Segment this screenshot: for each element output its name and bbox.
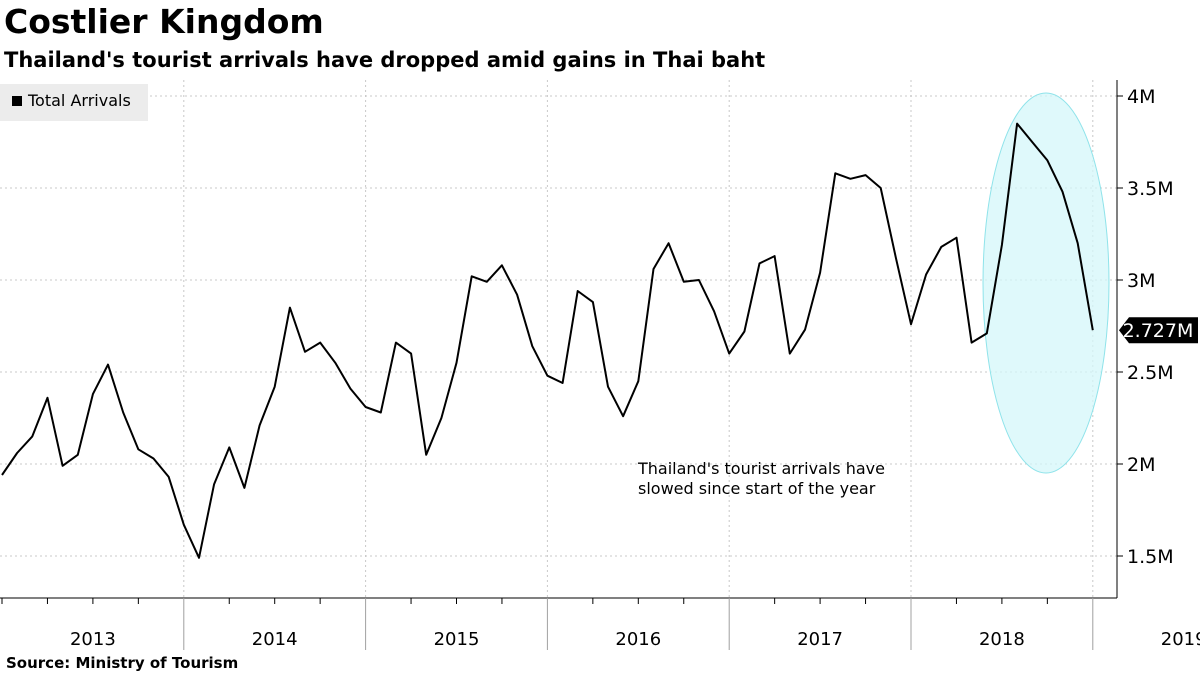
y-tick-label: 1.5M bbox=[1127, 546, 1174, 568]
y-tick-label: 4M bbox=[1127, 86, 1155, 108]
y-tick-label: 2M bbox=[1127, 454, 1155, 476]
annotation-line-1: Thailand's tourist arrivals have bbox=[638, 459, 885, 478]
chart-title: Costlier Kingdom bbox=[4, 2, 324, 41]
legend-label: Total Arrivals bbox=[28, 91, 131, 110]
series-line-group bbox=[1, 122, 1094, 559]
gridlines bbox=[0, 80, 1117, 598]
legend-swatch bbox=[12, 96, 22, 106]
y-tick-label: 3.5M bbox=[1127, 178, 1174, 200]
x-tick-label: 2013 bbox=[70, 629, 116, 650]
y-tick-label: 3M bbox=[1127, 270, 1155, 292]
last-value-badge bbox=[1119, 317, 1198, 344]
y-tick-label: 2.5M bbox=[1127, 362, 1174, 384]
last-value-label: 2.727M bbox=[1123, 320, 1194, 342]
chart-subtitle: Thailand's tourist arrivals have dropped… bbox=[4, 48, 766, 72]
x-tick-label: 2014 bbox=[252, 629, 298, 650]
annotation-line-2: slowed since start of the year bbox=[638, 479, 876, 498]
axes: 1.5M 2M 2.5M 3M 3.5M 4M 2013 2014 2015 2016 2017 20… bbox=[0, 80, 1200, 650]
x-tick-label: 2019 bbox=[1161, 629, 1200, 650]
highlight-ellipse-group bbox=[982, 92, 1110, 474]
x-tick-label: 2015 bbox=[434, 629, 480, 650]
highlight-ellipse bbox=[982, 92, 1110, 474]
series-line-total-arrivals bbox=[1, 122, 1094, 559]
annotation-text: Thailand's tourist arrivals have slowed … bbox=[638, 459, 938, 499]
x-tick-label: 2017 bbox=[797, 629, 843, 650]
source-note: Source: Ministry of Tourism bbox=[6, 654, 239, 672]
legend bbox=[0, 84, 148, 121]
x-tick-label: 2018 bbox=[979, 629, 1025, 650]
x-tick-label: 2016 bbox=[615, 629, 661, 650]
